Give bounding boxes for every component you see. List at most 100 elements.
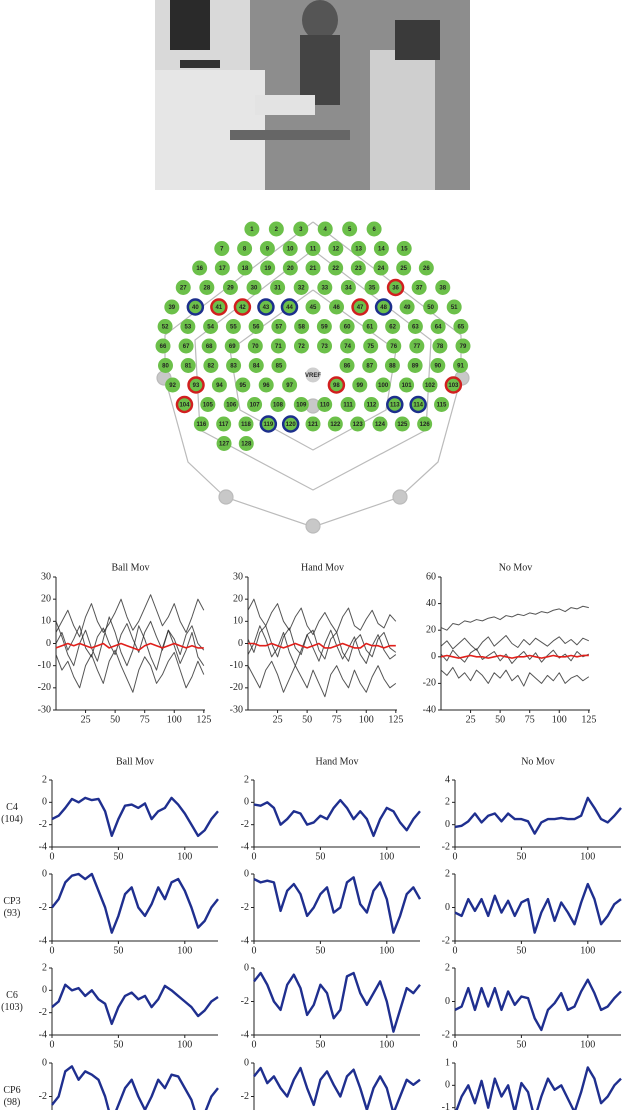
- x-tick-label: 50: [113, 851, 123, 862]
- electrode-label: 9: [266, 247, 270, 253]
- series-line: [55, 649, 205, 693]
- electrode-label: 40: [192, 305, 199, 311]
- x-tick-label: 25: [273, 714, 283, 725]
- electrode: [386, 278, 405, 297]
- electrode-label: 110: [320, 403, 330, 409]
- electrode-label: 51: [451, 305, 458, 311]
- electrode-label: 59: [321, 325, 328, 331]
- electrode: [248, 319, 264, 334]
- electrode-label: 90: [434, 364, 441, 370]
- electrode-label: 98: [333, 383, 340, 389]
- electrode-label: 81: [185, 364, 192, 370]
- electrode-label: 126: [420, 422, 431, 428]
- electrode: [339, 319, 355, 334]
- electrode: [186, 298, 205, 316]
- electrode-label: 101: [402, 383, 413, 389]
- x-tick-label: 0: [252, 945, 257, 956]
- electrode: [363, 338, 379, 354]
- y-tick-label: -2: [442, 935, 450, 946]
- electrode-label: 96: [263, 383, 270, 389]
- electrode-label: 52: [162, 325, 169, 331]
- electrode: [386, 395, 404, 414]
- y-tick-label: 2: [42, 774, 47, 785]
- electrode: [430, 358, 446, 373]
- electrode-label: 94: [216, 383, 223, 389]
- electrode: [203, 319, 219, 334]
- electrode-label: 64: [435, 325, 442, 331]
- electrode: [386, 338, 402, 354]
- electrode-label: 2: [275, 227, 279, 233]
- electrode: [362, 358, 378, 373]
- electrode-label: 67: [183, 344, 190, 350]
- electrode: [268, 221, 284, 237]
- electrode: [214, 241, 230, 256]
- y-tick-label: 0: [42, 868, 47, 879]
- series-line: [247, 598, 397, 636]
- electrode-label: 107: [250, 403, 261, 409]
- electrode-label: 112: [367, 403, 377, 409]
- series-line: [253, 971, 421, 1033]
- electrode-label: 38: [439, 286, 446, 292]
- y-tick-label: -2: [39, 819, 47, 830]
- electrode: [248, 358, 264, 373]
- electrode-label: 36: [392, 286, 399, 292]
- electrode-label: 44: [286, 305, 293, 311]
- y-tick-label: 10: [233, 616, 243, 627]
- electrode: [175, 280, 191, 295]
- electrode: [259, 415, 278, 433]
- electrode-label: 60: [344, 325, 351, 331]
- y-tick-label: 1: [445, 1057, 450, 1068]
- y-tick-label: -10: [38, 660, 51, 671]
- y-tick-label: -10: [230, 660, 243, 671]
- y-tick-label: 0: [244, 1057, 249, 1068]
- electrode-label: 117: [219, 422, 229, 428]
- electrode: [199, 280, 215, 295]
- electrode-label: 34: [345, 286, 352, 292]
- x-tick-label: 100: [359, 714, 374, 725]
- y-tick-label: 2: [244, 774, 249, 785]
- electrode-label: 7: [220, 247, 224, 253]
- series-line: [454, 978, 622, 1032]
- electrode-label: 6: [372, 227, 376, 233]
- electrode: [305, 299, 321, 315]
- y-tick-label: 2: [445, 962, 450, 973]
- electrode-label: 26: [423, 266, 430, 272]
- electrode-label: 22: [332, 266, 339, 272]
- x-tick-label: 100: [580, 851, 595, 862]
- channel-label: C6: [6, 990, 18, 1001]
- electrode: [281, 415, 300, 433]
- electrode: [399, 299, 415, 315]
- series-line: [253, 1066, 421, 1110]
- x-tick-label: 100: [177, 945, 192, 956]
- electrode-label: 71: [275, 344, 282, 350]
- electrode: [282, 377, 298, 393]
- y-tick-label: 0: [431, 651, 436, 662]
- electrode: [317, 338, 333, 354]
- electrode-label: 48: [380, 305, 387, 311]
- y-tick-label: -4: [241, 1029, 249, 1040]
- electrode: [373, 241, 389, 256]
- chart-title: Ball Mov: [116, 756, 154, 767]
- x-tick-label: 100: [379, 945, 394, 956]
- electrode: [180, 358, 196, 373]
- electrode-label: 97: [286, 383, 293, 389]
- y-tick-label: -2: [241, 996, 249, 1007]
- electrode-label: 46: [333, 305, 340, 311]
- y-tick-label: -30: [230, 704, 243, 715]
- electrode: [317, 221, 333, 237]
- electrode: [293, 280, 309, 295]
- electrode-label: 47: [357, 305, 364, 311]
- y-tick-label: -4: [39, 1029, 47, 1040]
- y-tick-label: -20: [230, 682, 243, 693]
- electrode: [222, 280, 238, 295]
- electrode-label: 42: [239, 305, 246, 311]
- electrode: [444, 376, 463, 394]
- x-tick-label: 125: [196, 714, 211, 725]
- electrode-label: 43: [263, 305, 270, 311]
- series-line: [454, 796, 622, 835]
- electrode-label: 25: [400, 266, 407, 272]
- chart-title: No Mov: [521, 756, 555, 767]
- electrode-label: 75: [367, 344, 374, 350]
- y-tick-label: 0: [445, 996, 450, 1007]
- electrode-label: 87: [366, 364, 373, 370]
